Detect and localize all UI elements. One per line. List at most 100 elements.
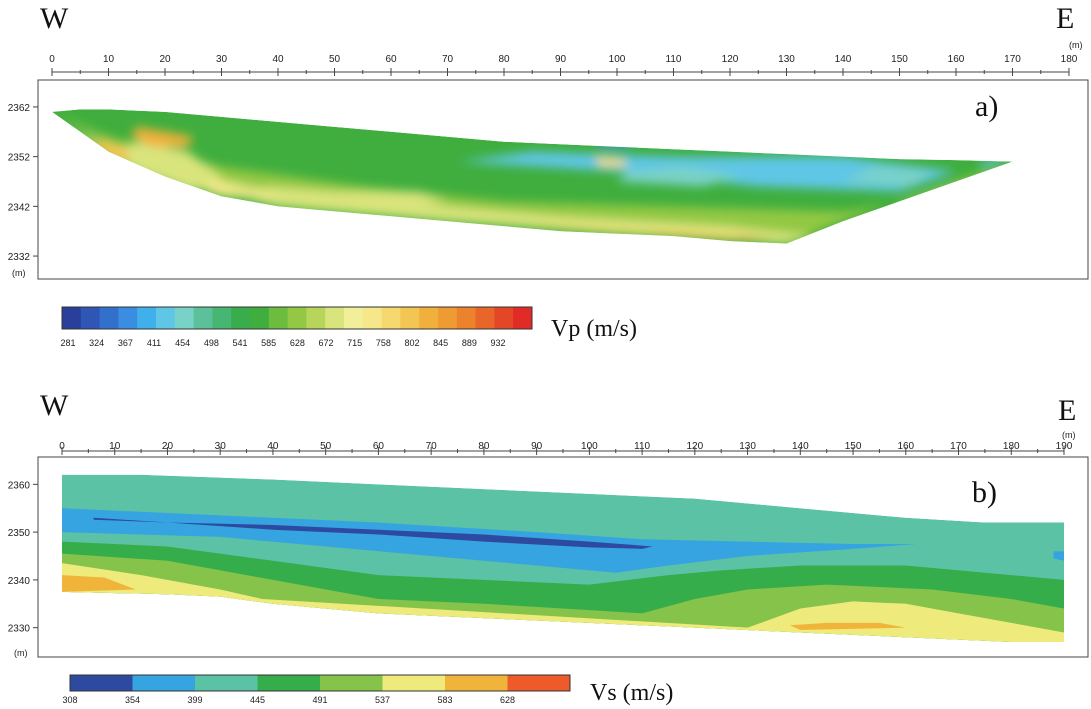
x-tick-label: 110 (666, 54, 682, 65)
x-tick-label: 70 (426, 441, 438, 452)
x-tick-label: 100 (609, 54, 626, 65)
x-tick-label: 30 (216, 54, 228, 65)
panel-label-a: a) (975, 90, 998, 123)
x-tick-label: 90 (531, 441, 543, 452)
x-tick-label: 170 (1004, 54, 1021, 65)
colorbar-tick-label: 454 (175, 338, 190, 348)
colorbar-swatch (156, 307, 176, 329)
vp-zone (594, 141, 634, 148)
colorbar-swatch (174, 307, 195, 329)
colorbar-swatch (382, 675, 446, 691)
colorbar-swatch (231, 307, 251, 329)
colorbar-frame (69, 674, 571, 692)
y-tick-label: 2332 (8, 252, 31, 263)
panel-label-b: b) (972, 476, 997, 509)
colorbar-tick-label: 491 (312, 695, 327, 705)
colorbar-swatch (268, 307, 289, 329)
colorbar-tick-label: 541 (232, 338, 247, 348)
x-tick-label: 110 (634, 441, 650, 452)
y-axis-b: 2330 2340 2350 2360 (8, 480, 38, 635)
colorbar-swatch (70, 675, 133, 691)
vs-section (62, 474, 1064, 642)
vp-zone (108, 141, 222, 192)
vp-colorbar: 281 324 367 411 454 498 541 585 628 672 715 758 802 8… (60, 306, 533, 348)
x-tick-label: 140 (835, 54, 852, 65)
vp-zone (532, 223, 759, 240)
colorbar-swatch (137, 307, 157, 329)
x-tick-label: 50 (320, 441, 332, 452)
colorbar-tick-label: 354 (125, 695, 140, 705)
colorbar-tick-label: 585 (261, 338, 276, 348)
x-unit-a: (m) (1069, 40, 1083, 50)
colorbar-tick-label: 889 (462, 338, 477, 348)
east-label-b: E (1058, 394, 1076, 427)
x-tick-label: 70 (442, 54, 454, 65)
colorbar-swatch (132, 675, 196, 691)
colorbar-swatch (445, 675, 508, 691)
y-tick-label: 2330 (8, 624, 31, 635)
vp-legend-label: Vp (m/s) (551, 316, 637, 342)
vp-zone (131, 126, 194, 147)
colorbar-tick-label: 758 (376, 338, 391, 348)
colorbar-swatch (320, 675, 383, 691)
y-tick-label: 2360 (8, 480, 31, 491)
x-tick-label: 140 (792, 441, 809, 452)
colorbar-tick-label: 411 (147, 338, 161, 348)
colorbar-swatch (494, 307, 514, 329)
y-tick-label: 2362 (8, 103, 31, 114)
vp-zone (594, 156, 629, 167)
vs-layer (62, 575, 136, 592)
colorbar-swatch (513, 307, 533, 329)
x-tick-label: 10 (103, 54, 115, 65)
x-tick-label: 130 (778, 54, 795, 65)
colorbar-tick-label: 672 (318, 338, 333, 348)
colorbar-tick-label: 498 (204, 338, 219, 348)
colorbar-tick-label: 537 (375, 695, 390, 705)
east-label-a: E (1056, 2, 1074, 35)
west-label-b: W (40, 389, 69, 422)
x-tick-label: 20 (159, 54, 171, 65)
vp-band (80, 136, 363, 204)
y-tick-label: 2350 (8, 528, 31, 539)
colorbar-tick-label: 802 (404, 338, 419, 348)
colorbar-swatch (287, 307, 307, 329)
vp-section (52, 109, 1013, 244)
colorbar-swatch (362, 307, 383, 329)
x-tick-label: 180 (1003, 441, 1020, 452)
y-unit-a: (m) (12, 268, 26, 278)
x-unit-b: (m) (1062, 430, 1076, 440)
colorbar-swatch (419, 307, 439, 329)
x-tick-label: 20 (162, 441, 174, 452)
x-tick-label: 60 (385, 54, 397, 65)
vs-colorbar: 308 354 399 445 491 537 583 628 (62, 674, 571, 705)
colorbar-tick-label: 281 (60, 338, 75, 348)
y-axis-a: 2332 2342 2352 2362 (8, 103, 38, 263)
x-tick-label: 190 (1056, 441, 1073, 452)
colorbar-tick-label: 367 (118, 338, 133, 348)
colorbar-swatch (193, 307, 213, 329)
colorbar-tick-label: 932 (490, 338, 505, 348)
x-tick-label: 170 (950, 441, 967, 452)
x-axis-a: 0 10 20 30 40 50 60 70 80 90 100 110 120 130 140 150 160… (49, 54, 1078, 76)
colorbar-swatch (99, 307, 119, 329)
panel-a: W E (m) 0 10 20 30 40 50 60 70 80 90 100 110 120 130 1… (8, 2, 1089, 348)
west-label-a: W (40, 2, 69, 35)
colorbar-swatch (381, 307, 401, 329)
x-axis-b: 0 10 20 30 40 50 60 70 80 90 100 110 120 130 140 150 160… (59, 441, 1073, 455)
x-tick-label: 40 (272, 54, 284, 65)
plot-frame-b (37, 456, 1089, 658)
colorbar-swatch (475, 307, 495, 329)
x-tick-label: 120 (722, 54, 739, 65)
x-tick-label: 0 (59, 441, 65, 452)
x-tick-label: 40 (267, 441, 279, 452)
x-tick-label: 10 (109, 441, 121, 452)
colorbar-swatch (62, 307, 82, 329)
y-tick-label: 2342 (8, 202, 31, 213)
colorbar-tick-label: 324 (89, 338, 104, 348)
colorbar-swatch (195, 675, 258, 691)
colorbar-tick-label: 628 (500, 695, 515, 705)
colorbar-tick-label: 628 (290, 338, 305, 348)
colorbar-swatch (344, 307, 364, 329)
colorbar-tick-label: 399 (187, 695, 202, 705)
